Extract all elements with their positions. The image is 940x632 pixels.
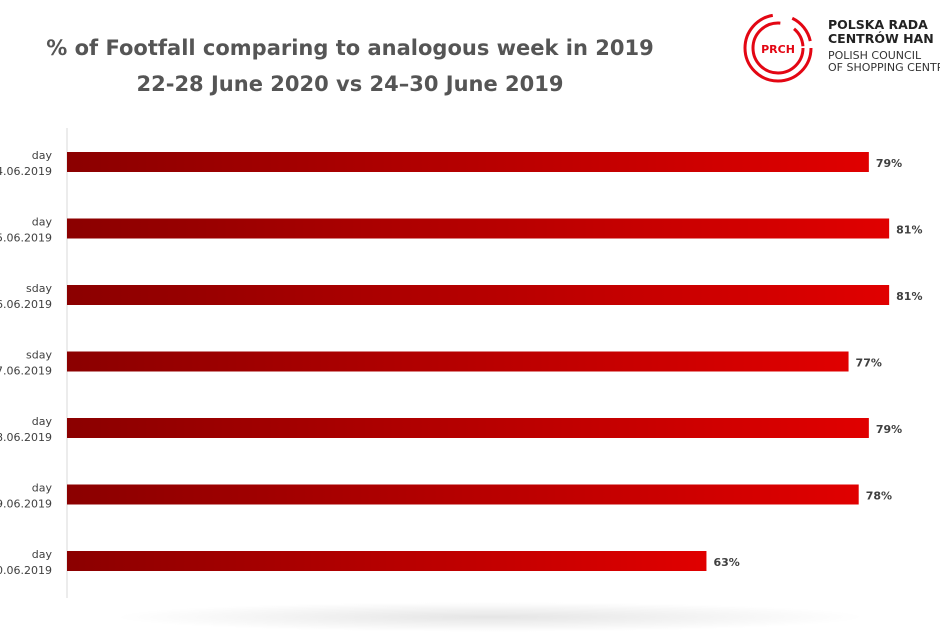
category-label-date-5: 29.06.2019: [0, 498, 52, 511]
data-label-3: 77%: [856, 357, 882, 370]
data-label-6: 63%: [713, 556, 739, 569]
chart-subtitle: 22-28 June 2020 vs 24–30 June 2019: [136, 72, 564, 96]
logo-line4: OF SHOPPING CENTR: [828, 61, 940, 74]
bar-2: [67, 285, 890, 305]
category-label-day-6: day: [32, 548, 53, 561]
prch-logo: PRCH POLSKA RADA CENTRÓW HAN POLISH COUN…: [740, 10, 940, 90]
data-label-0: 79%: [876, 157, 902, 170]
bars-group: 79% day 24.06.2019 81% day 25.06.2019 81% sday 2…: [0, 149, 922, 577]
category-label-day-1: day: [32, 216, 53, 229]
category-label-day-2: sday: [26, 282, 52, 295]
logo-badge: PRCH: [761, 43, 795, 56]
prch-logo-icon: PRCH: [743, 13, 813, 83]
bar-4: [67, 418, 869, 438]
bar-1: [67, 218, 890, 239]
logo-line2: CENTRÓW HAN: [828, 31, 934, 46]
category-label-date-3: 27.06.2019: [0, 365, 52, 378]
category-label-day-0: day: [32, 149, 53, 162]
bar-5: [67, 484, 859, 505]
bar-3: [67, 351, 849, 372]
logo-line3: POLISH COUNCIL: [828, 49, 922, 62]
category-label-date-1: 25.06.2019: [0, 232, 52, 245]
category-label-date-0: 24.06.2019: [0, 165, 52, 178]
data-label-1: 81%: [896, 224, 922, 237]
bar-6: [67, 551, 707, 571]
data-label-2: 81%: [896, 290, 922, 303]
category-label-date-6: 30.06.2019: [0, 564, 52, 577]
data-label-5: 78%: [866, 490, 892, 503]
category-label-day-5: day: [32, 482, 53, 495]
category-label-date-4: 28.06.2019: [0, 431, 52, 444]
logo-line1: POLSKA RADA: [828, 17, 928, 32]
bar-0: [67, 152, 869, 172]
category-label-date-2: 26.06.2019: [0, 298, 52, 311]
category-label-day-3: sday: [26, 349, 52, 362]
chart-title: % of Footfall comparing to analogous wee…: [46, 36, 654, 60]
category-label-day-4: day: [32, 415, 53, 428]
data-label-4: 79%: [876, 423, 902, 436]
bottom-shadow: [110, 602, 870, 632]
